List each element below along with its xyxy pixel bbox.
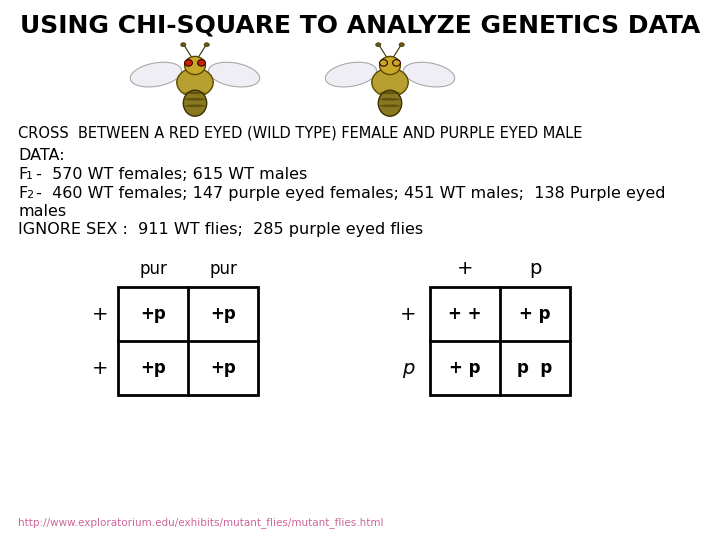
Ellipse shape — [197, 59, 205, 66]
Text: F: F — [18, 167, 27, 182]
Ellipse shape — [184, 105, 205, 107]
Ellipse shape — [184, 90, 207, 116]
Text: + +: + + — [449, 305, 482, 323]
Ellipse shape — [184, 56, 205, 75]
Ellipse shape — [379, 59, 387, 66]
Ellipse shape — [379, 98, 400, 100]
Text: USING CHI-SQUARE TO ANALYZE GENETICS DATA: USING CHI-SQUARE TO ANALYZE GENETICS DAT… — [20, 13, 700, 37]
Text: F: F — [18, 186, 27, 201]
Bar — [118, 287, 258, 395]
Text: DATA:: DATA: — [18, 148, 65, 163]
Text: +p: +p — [210, 305, 236, 323]
Text: 1: 1 — [26, 171, 33, 181]
Text: p: p — [528, 260, 541, 279]
Ellipse shape — [378, 90, 402, 116]
Text: + p: + p — [519, 305, 551, 323]
Text: pur: pur — [139, 260, 167, 278]
Ellipse shape — [399, 43, 405, 46]
Ellipse shape — [372, 68, 408, 97]
Text: pur: pur — [209, 260, 237, 278]
Text: + p: + p — [449, 359, 481, 377]
Ellipse shape — [376, 43, 381, 46]
Text: CROSS  BETWEEN A RED EYED (WILD TYPE) FEMALE AND PURPLE EYED MALE: CROSS BETWEEN A RED EYED (WILD TYPE) FEM… — [18, 125, 582, 140]
Text: IGNORE SEX :  911 WT flies;  285 purple eyed flies: IGNORE SEX : 911 WT flies; 285 purple ey… — [18, 222, 423, 237]
Ellipse shape — [184, 59, 192, 66]
Ellipse shape — [379, 56, 400, 75]
Text: +: + — [456, 260, 473, 279]
Text: +p: +p — [140, 359, 166, 377]
Ellipse shape — [379, 91, 400, 94]
Text: p: p — [402, 359, 414, 377]
Text: males: males — [18, 204, 66, 219]
Ellipse shape — [325, 62, 377, 87]
Ellipse shape — [204, 43, 210, 46]
Ellipse shape — [130, 62, 181, 87]
Ellipse shape — [177, 68, 213, 97]
Text: http://www.exploratorium.edu/exhibits/mutant_flies/mutant_flies.html: http://www.exploratorium.edu/exhibits/mu… — [18, 517, 384, 528]
Text: +: + — [91, 359, 108, 377]
Ellipse shape — [181, 43, 186, 46]
Ellipse shape — [392, 59, 400, 66]
Ellipse shape — [403, 62, 455, 87]
Text: +p: +p — [210, 359, 236, 377]
Text: -  460 WT females; 147 purple eyed females; 451 WT males;  138 Purple eyed: - 460 WT females; 147 purple eyed female… — [31, 186, 665, 201]
Text: +p: +p — [140, 305, 166, 323]
Text: 2: 2 — [26, 190, 33, 200]
Text: -  570 WT females; 615 WT males: - 570 WT females; 615 WT males — [31, 167, 307, 182]
Text: +: + — [91, 305, 108, 323]
Ellipse shape — [184, 91, 205, 94]
Text: p  p: p p — [518, 359, 553, 377]
Ellipse shape — [379, 105, 400, 107]
Ellipse shape — [208, 62, 260, 87]
Text: +: + — [400, 305, 416, 323]
Bar — [430, 287, 570, 395]
Ellipse shape — [184, 98, 205, 100]
